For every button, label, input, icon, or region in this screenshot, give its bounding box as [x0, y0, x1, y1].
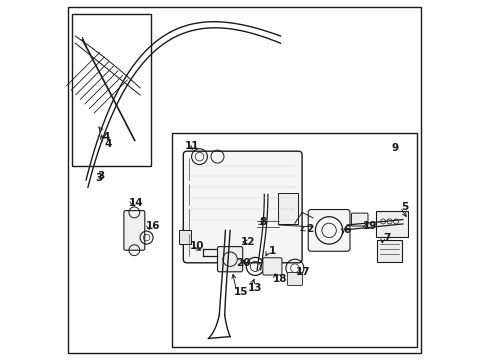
Text: 12: 12: [241, 237, 255, 247]
FancyBboxPatch shape: [263, 258, 282, 275]
Text: 14: 14: [129, 198, 143, 208]
Text: 20: 20: [236, 258, 250, 268]
FancyBboxPatch shape: [307, 210, 349, 251]
Text: 15: 15: [233, 287, 247, 297]
Text: 11: 11: [184, 141, 199, 151]
Circle shape: [325, 228, 331, 233]
Text: 8: 8: [259, 217, 266, 227]
FancyBboxPatch shape: [183, 151, 302, 263]
Text: 13: 13: [247, 283, 262, 293]
Text: 7: 7: [383, 233, 390, 243]
Text: 17: 17: [295, 267, 309, 277]
FancyBboxPatch shape: [179, 230, 191, 244]
Circle shape: [292, 228, 296, 233]
Text: 6: 6: [343, 225, 350, 235]
Text: 4: 4: [99, 127, 109, 142]
Text: 4: 4: [104, 139, 111, 149]
Bar: [72, 14, 151, 166]
Text: 1: 1: [268, 246, 276, 256]
Text: 10: 10: [189, 241, 203, 251]
FancyBboxPatch shape: [217, 247, 242, 272]
FancyBboxPatch shape: [287, 273, 302, 285]
Text: 5: 5: [400, 202, 407, 212]
Text: 9: 9: [390, 143, 398, 153]
Text: 16: 16: [145, 221, 160, 231]
Text: 19: 19: [362, 221, 376, 231]
Text: 3: 3: [95, 173, 102, 183]
Text: 2: 2: [305, 224, 312, 234]
Text: 3: 3: [97, 171, 104, 181]
Bar: [172, 133, 416, 347]
FancyBboxPatch shape: [123, 211, 144, 250]
FancyBboxPatch shape: [376, 240, 401, 262]
FancyBboxPatch shape: [375, 211, 407, 237]
FancyBboxPatch shape: [255, 214, 280, 239]
Text: 18: 18: [272, 274, 286, 284]
FancyBboxPatch shape: [277, 193, 297, 224]
FancyBboxPatch shape: [351, 213, 367, 226]
